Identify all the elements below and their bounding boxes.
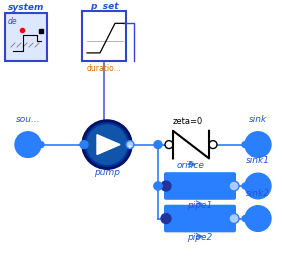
Circle shape: [38, 142, 44, 147]
Text: pipe1: pipe1: [187, 201, 213, 210]
Circle shape: [229, 214, 239, 223]
Polygon shape: [97, 135, 120, 154]
Circle shape: [161, 214, 171, 223]
Circle shape: [154, 141, 162, 148]
Circle shape: [126, 141, 134, 148]
Text: sink1: sink1: [246, 156, 270, 165]
Circle shape: [82, 120, 132, 169]
Circle shape: [209, 141, 217, 148]
Circle shape: [85, 123, 129, 166]
Text: system: system: [8, 4, 44, 13]
Text: sink2: sink2: [246, 189, 270, 198]
Text: duratio...: duratio...: [87, 64, 121, 73]
Text: pump: pump: [94, 168, 120, 177]
Circle shape: [15, 132, 41, 157]
Circle shape: [242, 216, 248, 221]
FancyBboxPatch shape: [164, 205, 236, 232]
Circle shape: [245, 206, 271, 231]
Text: zeta=0: zeta=0: [173, 117, 203, 126]
Circle shape: [229, 181, 239, 191]
Text: de: de: [8, 17, 17, 26]
Circle shape: [242, 142, 248, 147]
Circle shape: [161, 181, 171, 191]
Circle shape: [154, 182, 162, 190]
Circle shape: [245, 132, 271, 157]
FancyBboxPatch shape: [164, 172, 236, 200]
Circle shape: [87, 125, 127, 164]
Text: +: +: [126, 144, 132, 150]
Circle shape: [154, 182, 162, 190]
Circle shape: [165, 141, 173, 148]
Text: p  set: p set: [90, 2, 118, 10]
Circle shape: [242, 183, 248, 189]
Text: orifice: orifice: [177, 161, 205, 170]
Circle shape: [245, 173, 271, 199]
Text: pipe2: pipe2: [187, 233, 213, 242]
Circle shape: [80, 141, 88, 148]
Text: sou...: sou...: [16, 115, 40, 124]
FancyBboxPatch shape: [5, 14, 47, 61]
FancyBboxPatch shape: [82, 12, 126, 61]
Text: sink: sink: [249, 115, 267, 124]
